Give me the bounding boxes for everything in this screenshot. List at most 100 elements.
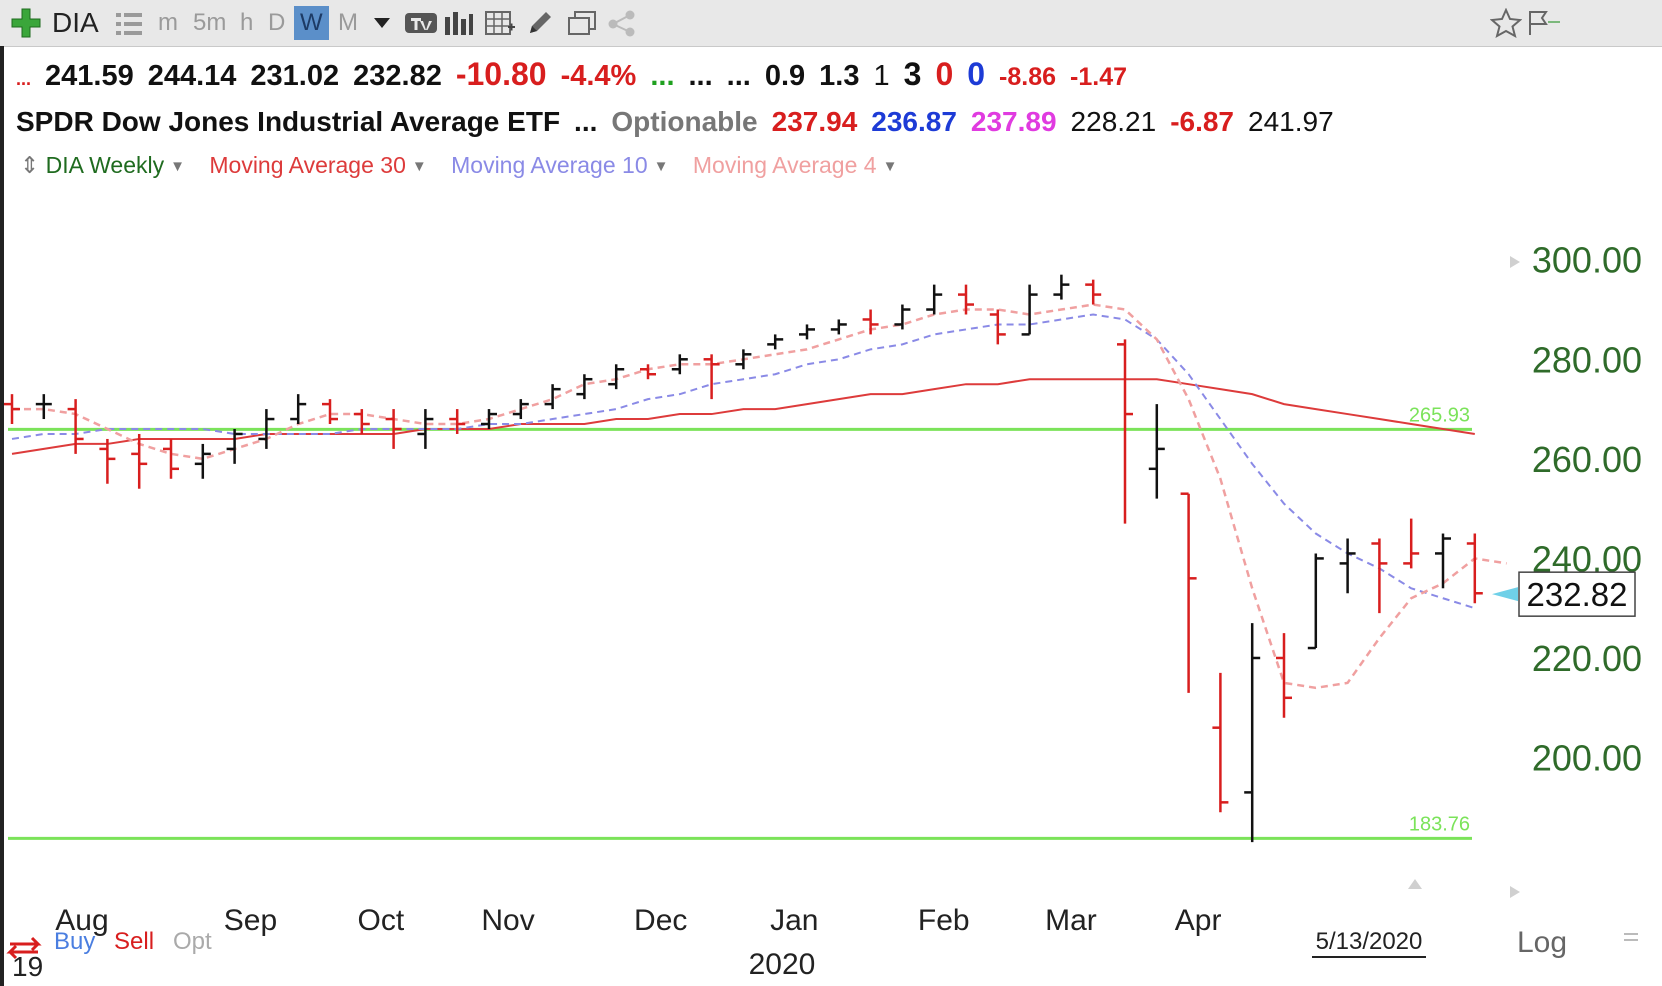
ohlc-bar[interactable] [830,319,847,335]
star-icon[interactable] [1490,8,1522,38]
ohlc-bar[interactable] [353,409,370,434]
x-year-label: 2020 [749,948,816,981]
ohlc-bar[interactable] [131,433,148,489]
x-tick-label: Mar [1045,904,1097,937]
trade-arrows-icon[interactable] [6,936,42,960]
dropdown-icon[interactable] [372,16,392,30]
ohlc-bar[interactable] [4,394,20,425]
ohlc-bar[interactable] [1085,279,1102,305]
ohlc-bar[interactable] [99,438,116,484]
sell-button[interactable]: Sell [114,928,154,955]
ohlc-bar[interactable] [544,384,561,410]
quote-more-3[interactable]: ... [688,60,713,92]
ohlc-bar[interactable] [926,284,943,315]
copy-icon[interactable] [566,9,598,37]
interval-week[interactable]: W [294,6,329,40]
ohlc-bar[interactable] [608,364,625,390]
ohlc-bar[interactable] [1180,492,1197,693]
flag-icon[interactable] [1526,8,1562,38]
ohlc-bar[interactable] [67,399,84,454]
interval-month[interactable]: M [338,9,358,36]
legend-ma10[interactable]: Moving Average 10 ▼ [451,152,668,178]
interval-day[interactable]: D [268,9,286,36]
current-date-label: 5/13/2020 [1316,928,1423,955]
ohlc-bar[interactable] [640,364,656,380]
ohlc-bar[interactable] [1466,533,1483,604]
quote-more-5[interactable]: ... [574,106,598,137]
chevron-down-icon: ▼ [882,157,898,175]
ohlc-bar[interactable] [194,443,211,479]
quote-count-red: 0 [935,56,954,92]
interval-hour[interactable]: h [240,9,254,36]
pencil-icon[interactable] [526,9,554,37]
ohlc-bar[interactable] [1148,404,1165,499]
chevron-down-icon: ▼ [653,157,669,175]
ohlc-bar[interactable] [1212,672,1229,813]
ohlc-bar[interactable] [671,354,688,375]
legend-ma30-label: Moving Average 30 [209,152,406,178]
ohlc-bar[interactable] [703,354,720,400]
interval-1m[interactable]: m [158,9,178,36]
ohlc-bar[interactable] [322,399,338,425]
quote-more-4[interactable]: ... [726,60,751,92]
opt-button[interactable]: Opt [173,928,212,955]
menu-icon[interactable] [1624,933,1638,941]
quote-value-black: 228.21 [1070,106,1157,137]
ohlc-bar[interactable] [958,284,974,315]
ohlc-bar[interactable] [862,309,879,335]
ohlc-bar[interactable] [735,349,752,370]
ohlc-bar[interactable] [290,394,307,425]
x-tick-label: Aug [55,904,108,937]
share-icon[interactable] [606,9,638,37]
table-icon[interactable] [484,9,516,37]
quote-more-1[interactable]: ... [16,69,32,89]
ohlc-bar[interactable] [417,409,434,449]
plus-icon[interactable] [10,7,42,39]
quote-count-blue: 0 [967,56,986,92]
quote-diff-1: -8.86 [999,63,1057,91]
bar-style-icon[interactable] [442,9,474,37]
expand-icon[interactable] [1408,879,1422,889]
ohlc-bar[interactable] [894,304,911,330]
ohlc-bar[interactable] [767,334,784,350]
quote-diff-2: -1.47 [1070,63,1127,91]
chevron-down-icon: ▼ [411,157,427,175]
list-icon[interactable] [114,10,144,38]
ohlc-bar[interactable] [1053,274,1070,300]
ohlc-bar[interactable] [1244,623,1261,843]
scroll-down-icon[interactable] [1510,886,1520,898]
ohlc-bar[interactable] [449,409,466,434]
ohlc-bar[interactable] [226,428,243,464]
ohlc-bar[interactable] [385,409,402,449]
reference-line-label: 265.93 [1409,404,1470,426]
ohlc-bar[interactable] [1403,518,1420,569]
quote-more-2[interactable]: ... [650,60,675,92]
ohlc-bar[interactable] [1371,538,1388,614]
ohlc-bar[interactable] [163,438,179,479]
ohlc-bar[interactable] [1339,538,1356,594]
symbol-field[interactable]: DIA [52,7,99,38]
security-name: SPDR Dow Jones Industrial Average ETF [16,106,561,137]
ohlc-bar[interactable] [35,394,52,420]
buy-button[interactable]: Buy [54,928,95,955]
scroll-up-icon[interactable] [1510,256,1520,268]
ohlc-bar[interactable] [799,324,815,340]
text-tool-icon[interactable] [404,9,438,37]
ohlc-bar[interactable] [576,374,593,400]
ohlc-bar[interactable] [258,409,275,449]
ohlc-bar[interactable] [481,409,497,429]
ohlc-bar[interactable] [1307,553,1324,650]
legend-series[interactable]: ⇕ DIA Weekly ▼ [20,152,185,178]
ohlc-bar[interactable] [1435,533,1451,589]
ohlc-bar[interactable] [989,309,1006,345]
legend-ma30[interactable]: Moving Average 30 ▼ [209,152,426,178]
x-tick-label: Jan [770,904,818,937]
ohlc-bar[interactable] [1021,284,1038,336]
log-scale-toggle[interactable]: Log [1517,926,1567,959]
ohlc-bar[interactable] [1276,633,1292,718]
legend-ma4[interactable]: Moving Average 4 ▼ [693,152,898,178]
interval-5m[interactable]: 5m [193,9,227,36]
ohlc-bar[interactable] [512,399,529,420]
ohlc-bar[interactable] [1117,339,1133,524]
